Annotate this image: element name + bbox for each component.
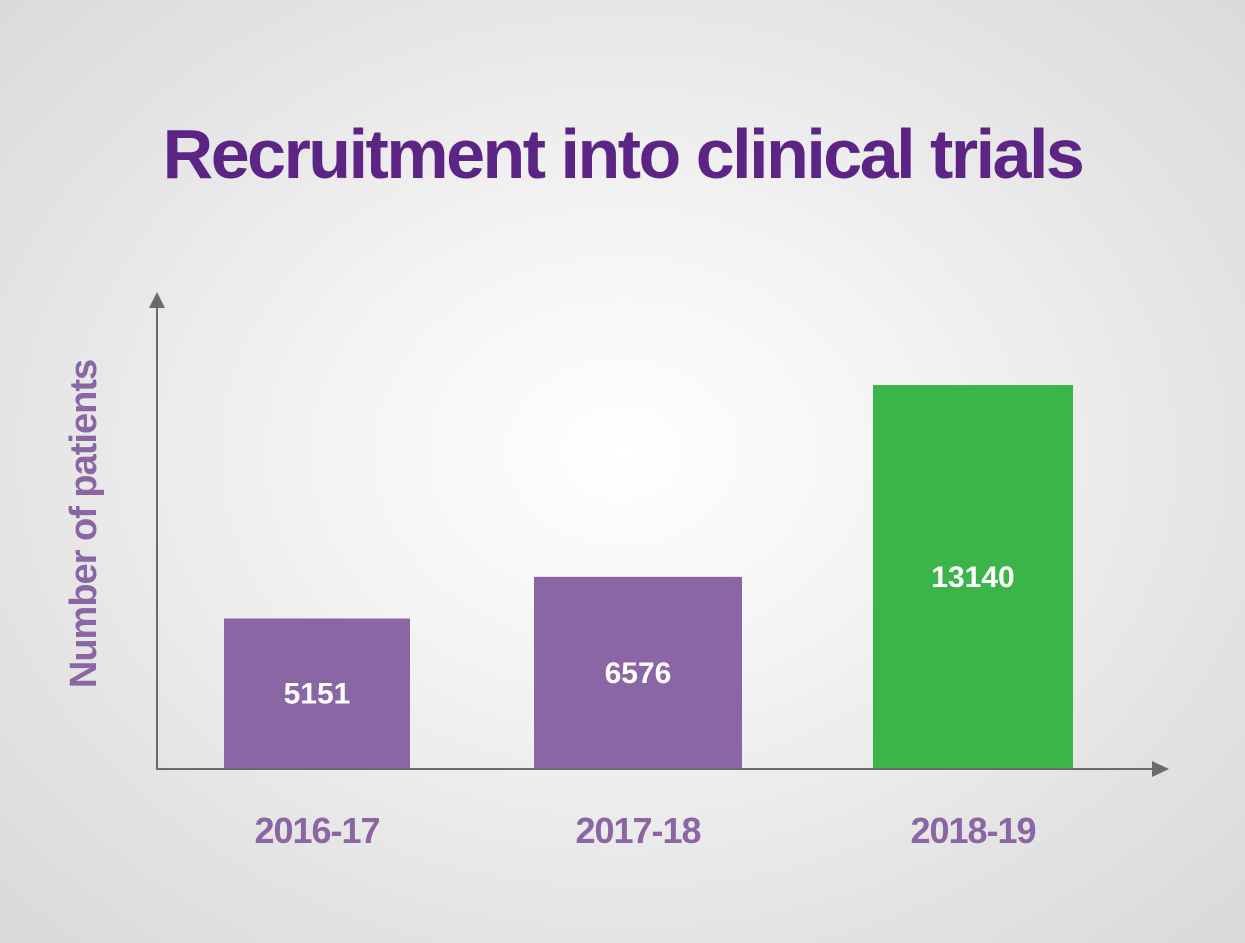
bar-2016-17 [224,618,410,769]
x-tick-labels-group: 2016-17 2017-18 2018-19 [254,810,1036,851]
x-tick-label: 2016-17 [254,810,379,851]
bar-value-label: 13140 [931,561,1014,594]
y-axis-arrow-icon [149,292,165,308]
x-tick-label: 2017-18 [575,810,700,851]
bar-value-label: 5151 [284,678,351,711]
bar-2017-18 [534,576,742,769]
y-axis-label: Number of patients [63,360,105,688]
bar-2018-19 [873,385,1073,769]
x-tick-label: 2018-19 [910,810,1035,851]
x-axis-arrow-icon [1152,761,1169,777]
chart-title: Recruitment into clinical trials [162,115,1085,193]
bar-labels-group: 5151 6576 13140 [284,561,1015,711]
bars-group [224,385,1073,769]
bar-value-label: 6576 [605,657,672,690]
